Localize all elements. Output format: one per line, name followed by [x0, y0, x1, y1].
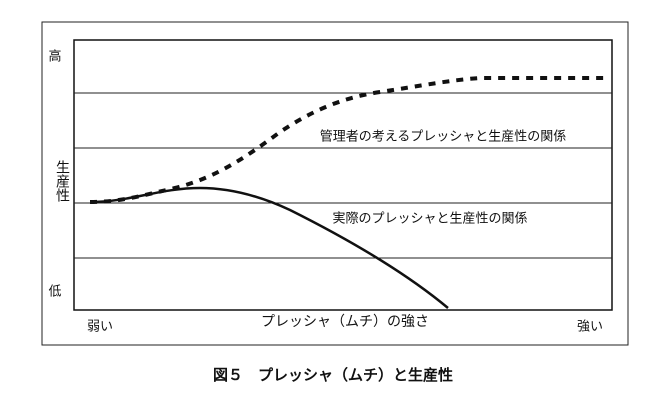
- y-low-label: 低: [48, 285, 61, 300]
- y-high-label: 高: [48, 49, 61, 65]
- y-axis-label: 生産性: [54, 160, 70, 202]
- annotation: 実際のプレッシャと生産性の関係: [332, 211, 527, 227]
- x-axis-label: プレッシャ（ムチ）の強さ: [261, 314, 429, 330]
- actual-curve: [89, 186, 449, 309]
- x-high-label: 強い: [577, 320, 603, 335]
- plot-frame: [73, 39, 613, 311]
- annotation: 管理者の考えるプレッシャと生産性の関係: [320, 129, 567, 145]
- guide-lines: [74, 92, 612, 259]
- caption: 図５ プレッシャ（ムチ）と生産性: [213, 366, 453, 384]
- x-low-label: 弱い: [87, 320, 113, 335]
- outer-frame: [41, 21, 629, 346]
- label-backdrop: [310, 128, 575, 146]
